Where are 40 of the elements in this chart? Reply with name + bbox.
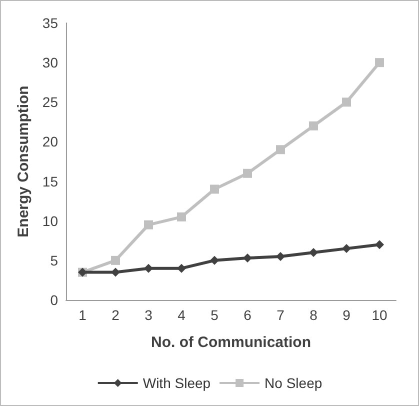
point: [111, 268, 120, 277]
x-tick-label: 10: [372, 307, 388, 323]
y-tick-label: 25: [42, 94, 58, 110]
x-tick-label: 6: [244, 307, 252, 323]
point: [210, 256, 219, 265]
x-tick-label: 3: [144, 307, 153, 323]
y-tick-label: 35: [42, 15, 58, 31]
x-axis-title: No. of Communication: [151, 334, 311, 351]
point: [210, 184, 219, 194]
point: [309, 248, 318, 258]
point: [342, 244, 351, 254]
y-tick-label: 0: [50, 292, 58, 308]
x-tick-label: 7: [276, 307, 285, 323]
y-tick-label: 10: [42, 212, 58, 229]
point: [375, 58, 384, 68]
x-tick-label: 4: [178, 307, 186, 323]
legend-label: No Sleep: [264, 375, 322, 391]
point: [276, 145, 285, 154]
y-axis-title: Energy Consumption: [15, 86, 32, 238]
point: [111, 256, 120, 265]
x-tick-label: 2: [112, 307, 120, 323]
point: [276, 252, 285, 261]
legend-label: With Sleep: [142, 375, 211, 391]
point: [144, 220, 153, 230]
y-tick-label: 5: [50, 252, 58, 268]
point: [144, 264, 153, 273]
y-tick-label: 15: [42, 173, 58, 190]
x-tick-label: 5: [210, 307, 219, 323]
point: [177, 212, 186, 222]
point: [342, 98, 351, 107]
point: [309, 121, 318, 130]
point: [243, 254, 252, 263]
point: [243, 168, 252, 178]
point: [375, 240, 384, 250]
x-tick-label: 9: [342, 307, 351, 323]
x-tick-label: 1: [78, 307, 87, 323]
x-tick-label: 8: [310, 307, 318, 323]
point: [177, 264, 186, 273]
y-tick-label: 20: [42, 134, 58, 150]
y-tick-label: 30: [42, 54, 58, 71]
